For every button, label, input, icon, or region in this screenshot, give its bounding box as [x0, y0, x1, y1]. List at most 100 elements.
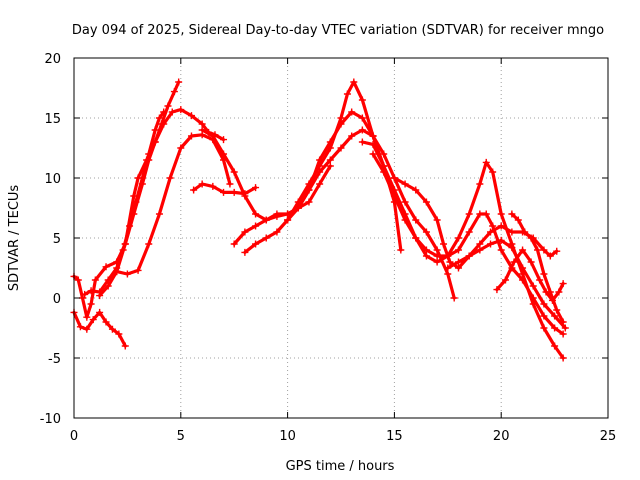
data-point [230, 168, 238, 176]
data-point [123, 270, 131, 278]
data-point [151, 126, 159, 134]
y-tick-label: 15 [44, 112, 61, 127]
data-point [497, 236, 505, 244]
data-point [74, 276, 82, 284]
data-point [326, 138, 334, 146]
data-point [433, 246, 441, 254]
data-point [87, 287, 95, 295]
data-point [326, 156, 334, 164]
data-point [508, 244, 516, 252]
series-layer [70, 78, 569, 362]
data-point [465, 210, 473, 218]
data-point [230, 188, 238, 196]
series-line [495, 248, 565, 302]
data-point [380, 150, 388, 158]
data-point [241, 248, 249, 256]
data-point [497, 222, 505, 230]
data-point [397, 246, 405, 254]
series-line [200, 128, 332, 222]
data-point [273, 228, 281, 236]
data-point [476, 210, 484, 218]
data-point [487, 228, 495, 236]
data-point [489, 222, 497, 230]
y-tick-label: 20 [44, 52, 61, 67]
data-point [358, 126, 366, 134]
data-point [102, 318, 110, 326]
data-point [559, 354, 567, 362]
data-point [476, 180, 484, 188]
data-point [380, 168, 388, 176]
data-point [220, 136, 228, 144]
data-point [113, 268, 121, 276]
data-point [348, 108, 356, 116]
data-point [454, 258, 462, 266]
series-arc3 [81, 108, 168, 298]
data-point [489, 168, 497, 176]
y-axis-label: SDTVAR / TECUs [7, 185, 22, 292]
data-point [529, 282, 537, 290]
data-point [284, 216, 292, 224]
data-point [444, 270, 452, 278]
data-point [294, 204, 302, 212]
data-point [91, 276, 99, 284]
data-point [350, 78, 358, 86]
series-line [446, 238, 567, 330]
series-line [83, 110, 166, 296]
data-point [220, 188, 228, 196]
data-point [501, 276, 509, 284]
data-point [134, 174, 142, 182]
data-point [252, 210, 260, 218]
data-point [96, 292, 104, 300]
data-point [497, 246, 505, 254]
data-point [134, 266, 142, 274]
data-point [83, 313, 91, 321]
data-point [482, 210, 490, 218]
data-point [454, 246, 462, 254]
data-point [76, 323, 84, 331]
data-point [446, 258, 454, 266]
data-point [198, 120, 206, 128]
data-point [519, 264, 527, 272]
data-point [508, 210, 516, 218]
data-point [422, 228, 430, 236]
data-point [551, 342, 559, 350]
data-point [401, 180, 409, 188]
data-point [81, 290, 89, 298]
data-point [519, 246, 527, 254]
data-point [155, 210, 163, 218]
data-point [551, 312, 559, 320]
series-arc5 [113, 131, 234, 278]
data-point [482, 158, 490, 166]
data-point [551, 324, 559, 332]
data-point [305, 186, 313, 194]
series-arc16 [508, 210, 567, 326]
data-point [369, 150, 377, 158]
data-point [96, 308, 104, 316]
data-point [540, 270, 548, 278]
data-point [555, 288, 563, 296]
data-point [262, 216, 270, 224]
series-line [371, 152, 565, 360]
series-arc12 [369, 150, 567, 362]
data-point [514, 216, 522, 224]
x-tick-label: 20 [493, 429, 510, 444]
data-point [175, 78, 183, 86]
data-point [390, 174, 398, 182]
data-point [115, 330, 123, 338]
data-point [104, 282, 112, 290]
data-point [187, 132, 195, 140]
data-point [198, 180, 206, 188]
x-tick-label: 5 [177, 429, 185, 444]
axes: 0 5 10 15 20 25 -10 -5 0 5 10 15 20 [40, 52, 617, 444]
data-point [529, 300, 537, 308]
x-tick-label: 15 [386, 429, 403, 444]
data-point [316, 156, 324, 164]
data-point [343, 90, 351, 98]
data-point [87, 300, 95, 308]
data-point [401, 216, 409, 224]
data-point [422, 198, 430, 206]
data-point [337, 120, 345, 128]
data-point [450, 294, 458, 302]
data-point [252, 184, 260, 192]
data-point [337, 114, 345, 122]
